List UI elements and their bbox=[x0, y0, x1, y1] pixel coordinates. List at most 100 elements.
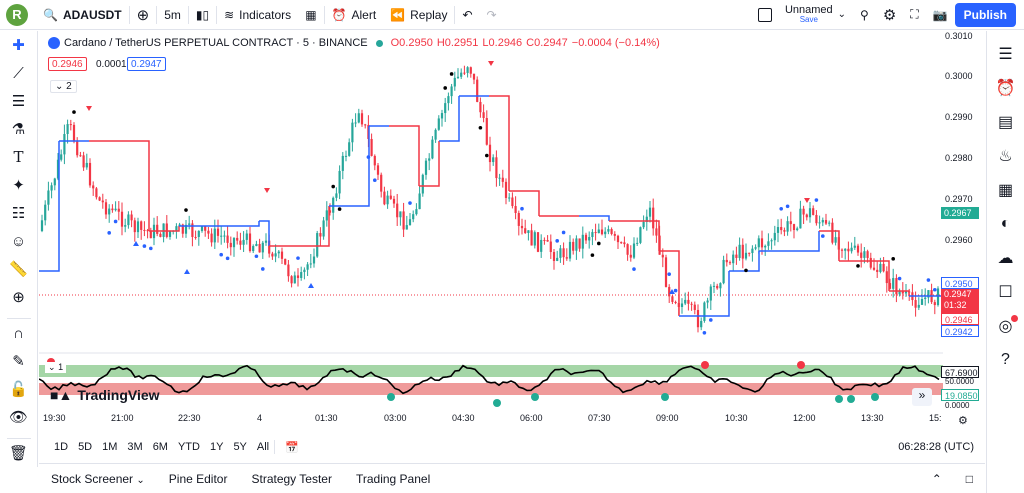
interval-button[interactable]: 5m bbox=[164, 7, 181, 22]
indicators-collapse-button[interactable]: ⌄ 2 bbox=[50, 80, 77, 93]
sar-dot bbox=[184, 208, 188, 212]
quick-search-button[interactable]: ⚲ bbox=[853, 0, 876, 30]
snapshot-button[interactable]: 📷 bbox=[926, 0, 955, 30]
ruler-icon[interactable]: 📏 bbox=[9, 261, 28, 278]
magnet-icon[interactable]: ∩ bbox=[13, 324, 24, 342]
collapse-panel-button[interactable]: ⌃ bbox=[920, 472, 954, 486]
sar-dot bbox=[590, 253, 595, 257]
candle-body bbox=[664, 257, 668, 287]
tab-stock-screener[interactable]: Stock Screener ⌄ bbox=[51, 471, 145, 486]
candle-body bbox=[188, 223, 191, 225]
watchlist-icon[interactable]: ☰ bbox=[998, 46, 1013, 63]
emoji-icon[interactable]: ☺ bbox=[10, 232, 27, 250]
candle-body bbox=[495, 157, 498, 179]
candle-body bbox=[325, 210, 328, 221]
calendar-icon[interactable]: ▦ bbox=[997, 182, 1014, 199]
horizontal-lines-icon[interactable]: ☰ bbox=[11, 93, 26, 110]
crosshair-icon[interactable]: ✚ bbox=[12, 37, 25, 54]
layout-select[interactable]: Unnamed Save ⌄ bbox=[751, 0, 853, 30]
redo-button[interactable]: ↷ bbox=[480, 0, 504, 30]
oscillator-signal-dot bbox=[493, 399, 501, 407]
time-axis[interactable]: 19:30 21:00 22:30 4 01:30 03:00 04:30 06… bbox=[39, 413, 942, 429]
candle-body bbox=[610, 229, 613, 234]
candle-body bbox=[696, 309, 700, 328]
candle-body bbox=[44, 204, 47, 221]
prediction-icon[interactable]: ☷ bbox=[11, 205, 26, 222]
candle-body bbox=[776, 227, 780, 233]
trend-line-icon[interactable]: ⟋ bbox=[13, 64, 24, 82]
candle-body bbox=[85, 162, 88, 168]
symbol-search-button[interactable]: 🔍 ADAUSDT bbox=[36, 0, 129, 30]
lock-icon[interactable]: 🔓 bbox=[9, 381, 28, 398]
scroll-to-realtime-button[interactable]: » bbox=[912, 388, 932, 406]
object-tree-icon[interactable]: ▤ bbox=[997, 114, 1014, 131]
broadcast-icon[interactable]: ◎ bbox=[987, 309, 1024, 343]
text-icon[interactable]: T bbox=[13, 148, 24, 166]
range-ytd[interactable]: YTD bbox=[177, 441, 200, 453]
range-6m[interactable]: 6M bbox=[152, 441, 168, 453]
streams-icon[interactable]: ☁ bbox=[997, 250, 1014, 267]
indicators-button[interactable]: ≋ Indicators bbox=[217, 0, 298, 30]
range-5d[interactable]: 5D bbox=[78, 441, 93, 453]
range-5y[interactable]: 5Y bbox=[233, 441, 247, 453]
axis-settings-button[interactable]: ⚙ bbox=[958, 414, 968, 427]
candle-body bbox=[463, 72, 466, 74]
sar-dot bbox=[478, 125, 483, 130]
hotlists-icon[interactable]: ♨ bbox=[998, 148, 1013, 165]
legend-change: −0.0004 (−0.14%) bbox=[571, 37, 660, 49]
sar-dot bbox=[485, 153, 489, 158]
candle-body bbox=[357, 113, 360, 123]
price-chart[interactable] bbox=[39, 31, 985, 431]
goto-date-button[interactable]: 📅 bbox=[275, 441, 309, 454]
range-1d[interactable]: 1D bbox=[54, 441, 69, 453]
candle-body bbox=[546, 240, 549, 242]
range-1m[interactable]: 1M bbox=[102, 441, 118, 453]
tab-trading-panel[interactable]: Trading Panel bbox=[355, 471, 431, 486]
candle-body bbox=[162, 223, 165, 237]
candle-body bbox=[316, 233, 319, 257]
fullscreen-button[interactable]: ⛶ bbox=[903, 0, 925, 30]
candle-body bbox=[728, 262, 732, 264]
time-tick: 07:30 bbox=[588, 413, 611, 423]
bid-price-box[interactable]: 0.2946 bbox=[48, 57, 87, 71]
trash-icon[interactable]: 🗑 bbox=[8, 445, 29, 462]
zoom-in-icon[interactable]: ⊕ bbox=[12, 289, 25, 306]
ideas-icon[interactable]: ◐ bbox=[1000, 215, 1011, 232]
help-icon[interactable]: ? bbox=[1001, 351, 1010, 368]
pencil-lock-icon[interactable]: ✎ bbox=[12, 353, 25, 370]
utc-clock[interactable]: 06:28:28 (UTC) bbox=[898, 441, 974, 453]
compare-button[interactable]: ⊕ bbox=[130, 0, 157, 30]
replay-button[interactable]: ⏪ Replay bbox=[383, 0, 454, 30]
templates-button[interactable]: ▦ bbox=[298, 0, 323, 30]
publish-button[interactable]: Publish bbox=[954, 2, 1016, 27]
top-toolbar: R 🔍 ADAUSDT ⊕ 5m ▮▯ ≋ Indicators ▦ ⏰ Alert … bbox=[0, 0, 1024, 30]
tab-pine-editor[interactable]: Pine Editor bbox=[168, 471, 228, 486]
eye-icon[interactable]: 👁 bbox=[8, 409, 29, 426]
alert-button[interactable]: ⏰ Alert bbox=[325, 0, 384, 30]
candle-body bbox=[501, 177, 504, 182]
range-3m[interactable]: 3M bbox=[127, 441, 143, 453]
pitchfork-icon[interactable]: ⚗ bbox=[11, 121, 26, 138]
settings-button[interactable]: ⚙ bbox=[876, 0, 903, 30]
oscillator-pane-index[interactable]: ⌄ 1 bbox=[45, 362, 67, 373]
undo-button[interactable]: ↶ bbox=[455, 0, 479, 30]
candle-body bbox=[511, 197, 514, 207]
maximize-panel-button[interactable]: □ bbox=[954, 472, 985, 486]
candle-body bbox=[719, 283, 722, 289]
tab-strategy-tester[interactable]: Strategy Tester bbox=[251, 471, 332, 486]
alerts-clock-icon[interactable]: ⏰ bbox=[995, 80, 1016, 97]
range-1y[interactable]: 1Y bbox=[209, 441, 224, 453]
candle-body bbox=[488, 144, 492, 163]
time-tick: 01:30 bbox=[315, 413, 338, 423]
candle-body bbox=[440, 113, 444, 119]
user-avatar[interactable]: R bbox=[6, 3, 28, 26]
candle-body bbox=[479, 101, 482, 113]
chart-type-button[interactable]: ▮▯ bbox=[189, 0, 216, 30]
candle-body bbox=[120, 211, 124, 227]
ask-price-box[interactable]: 0.2947 bbox=[127, 57, 166, 71]
legend-close: C0.2947 bbox=[526, 37, 568, 49]
chats-icon[interactable]: ☐ bbox=[998, 284, 1013, 301]
pattern-icon[interactable]: ✦ bbox=[12, 177, 25, 194]
oscillator-mid-tick: 50.0000 bbox=[945, 377, 974, 386]
range-all[interactable]: All bbox=[256, 441, 270, 453]
